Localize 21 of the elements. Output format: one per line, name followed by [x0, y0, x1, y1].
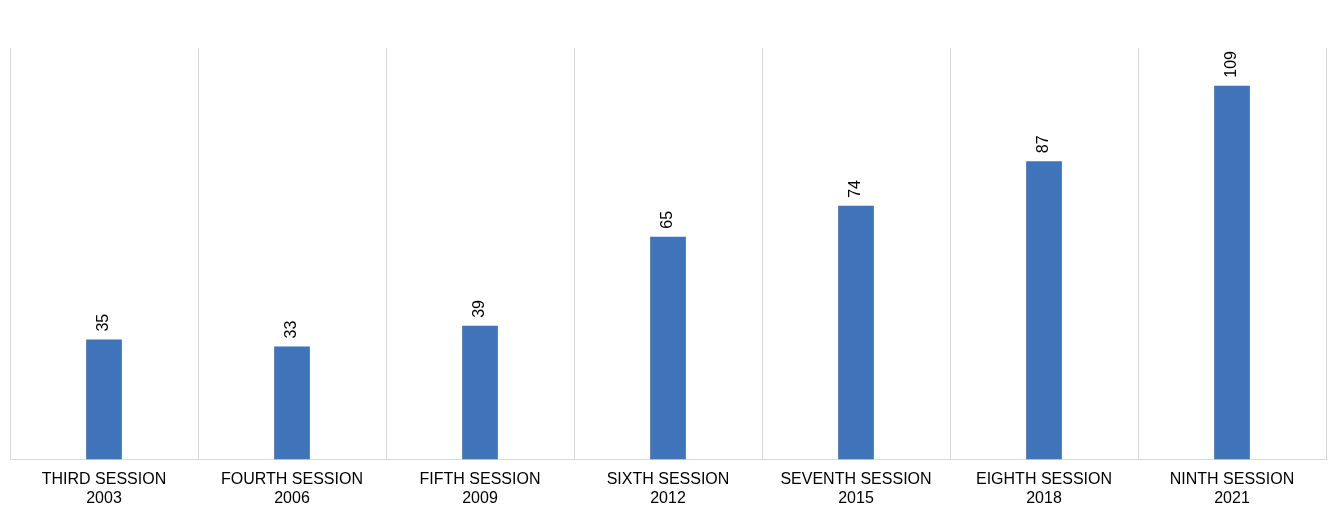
x-tick-label: THIRD SESSION 2003 [41, 469, 167, 506]
bar [650, 236, 686, 460]
data-label: 33 [282, 320, 300, 339]
x-tick-label: FIFTH SESSION 2009 [419, 469, 541, 506]
x-tick-label: SEVENTH SESSION 2015 [780, 469, 932, 506]
data-label: 65 [658, 210, 676, 229]
bar [274, 346, 310, 460]
bar [1214, 85, 1250, 460]
data-label: 87 [1034, 135, 1052, 154]
data-label: 39 [470, 299, 488, 318]
bar [462, 325, 498, 460]
x-tick-label: NINTH SESSION 2021 [1169, 469, 1295, 506]
data-label: 74 [846, 179, 864, 198]
data-label: 35 [94, 313, 112, 332]
bar [1026, 161, 1062, 460]
bar [838, 205, 874, 460]
x-tick-label: EIGHTH SESSION 2018 [975, 469, 1113, 506]
x-tick-label: SIXTH SESSION 2012 [606, 469, 730, 506]
x-tick-label: FOURTH SESSION 2006 [221, 469, 363, 506]
bar [86, 339, 122, 460]
data-label: 109 [1222, 50, 1240, 78]
